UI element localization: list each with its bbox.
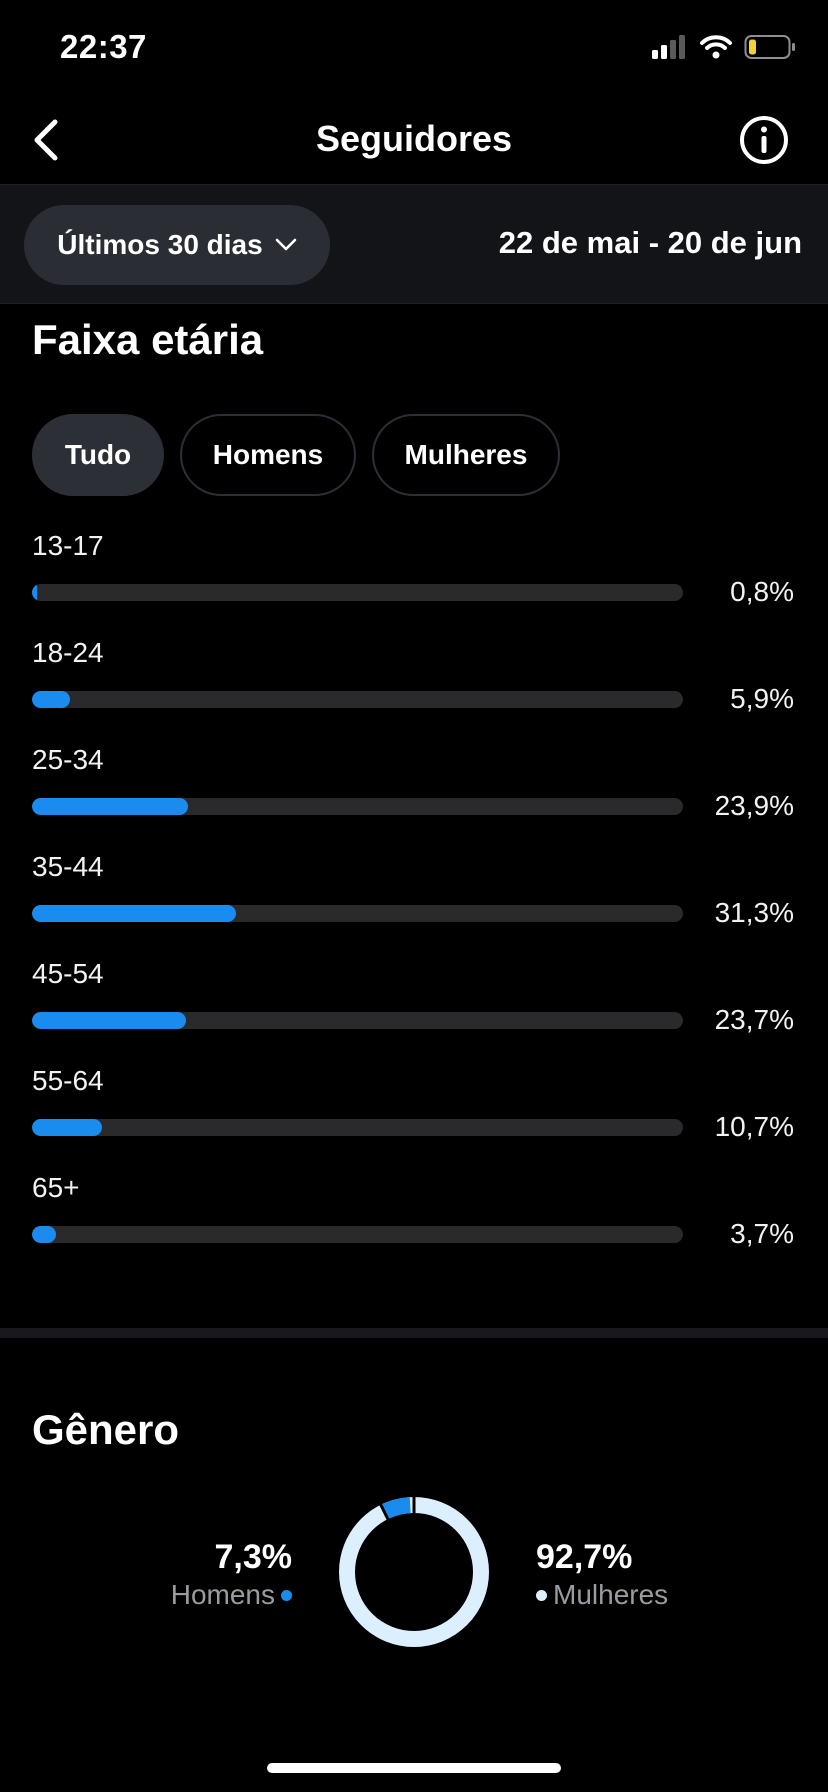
status-time: 22:37	[60, 28, 147, 65]
age-range-label: 13-17	[32, 530, 104, 561]
bar-track	[32, 1119, 683, 1136]
age-percentage: 0,8%	[730, 576, 794, 607]
age-row: 18-24 5,9%	[0, 637, 828, 744]
men-legend-dot	[281, 1589, 292, 1601]
donut-women-arc	[339, 1497, 489, 1647]
bar-track	[32, 584, 683, 601]
bar-fill	[32, 691, 71, 708]
back-chevron-icon	[34, 119, 58, 161]
age-range-label: 45-54	[32, 958, 104, 989]
period-label: Últimos 30 dias	[57, 229, 263, 260]
status-icons	[652, 34, 796, 60]
age-range-label: 55-64	[32, 1065, 104, 1096]
age-range-label: 35-44	[32, 851, 104, 882]
age-row: 65+ 3,7%	[0, 1172, 828, 1279]
age-range-label: 25-34	[32, 744, 104, 775]
age-row: 25-34 23,9%	[0, 744, 828, 851]
nav-header: Seguidores	[0, 96, 828, 184]
gender-chart: 7,3% Homens 92,7% Mulheres	[0, 1496, 828, 1656]
gender-section-title: Gênero	[32, 1406, 180, 1453]
men-percentage: 7,3%	[214, 1538, 293, 1576]
chip-women[interactable]: Mulheres	[372, 414, 560, 496]
chip-men[interactable]: Homens	[180, 414, 356, 496]
back-button[interactable]	[20, 114, 72, 166]
filter-bar: Últimos 30 dias 22 de mai - 20 de jun	[0, 184, 828, 304]
age-percentage: 31,3%	[714, 897, 794, 928]
info-icon[interactable]	[736, 112, 792, 168]
period-dropdown[interactable]: Últimos 30 dias	[24, 205, 330, 285]
wifi-icon	[700, 35, 732, 59]
age-percentage: 3,7%	[730, 1218, 794, 1249]
age-row: 13-17 0,8%	[0, 530, 828, 637]
bar-fill	[32, 905, 236, 922]
age-row: 35-44 31,3%	[0, 851, 828, 958]
gender-donut	[339, 1496, 489, 1647]
date-range: 22 de mai - 20 de jun	[498, 225, 802, 260]
age-percentage: 23,9%	[714, 790, 794, 821]
age-section-title: Faixa etária	[32, 316, 264, 363]
status-bar: 22:37	[0, 0, 828, 96]
age-filter-chips: Tudo Homens Mulheres	[32, 414, 560, 496]
bar-fill	[32, 798, 188, 815]
men-legend: Homens	[171, 1579, 292, 1611]
bar-fill	[32, 1012, 187, 1029]
age-range-label: 18-24	[32, 637, 104, 668]
women-label: Mulheres	[553, 1579, 669, 1610]
age-row: 55-64 10,7%	[0, 1065, 828, 1172]
chevron-down-icon	[275, 238, 297, 251]
bar-fill	[32, 1119, 102, 1136]
women-legend: Mulheres	[536, 1579, 668, 1611]
age-range-label: 65+	[32, 1172, 80, 1203]
gender-men: 7,3% Homens	[171, 1538, 292, 1611]
age-bar-list: 13-17 0,8% 18-24 5,9% 25-34 23,9% 35-44 …	[0, 530, 828, 1279]
home-indicator	[267, 1763, 561, 1773]
bar-track	[32, 905, 683, 922]
donut-separator	[379, 1503, 390, 1521]
women-legend-dot	[536, 1589, 547, 1601]
bar-fill	[32, 584, 38, 601]
women-percentage: 92,7%	[536, 1538, 633, 1576]
bar-fill	[32, 1226, 57, 1243]
page-title: Seguidores	[315, 118, 513, 159]
gender-women: 92,7% Mulheres	[536, 1538, 668, 1611]
chip-all[interactable]: Tudo	[32, 414, 164, 496]
age-percentage: 10,7%	[714, 1111, 794, 1142]
section-divider	[0, 1328, 828, 1338]
age-row: 45-54 23,7%	[0, 958, 828, 1065]
signal-icon	[652, 35, 685, 59]
age-percentage: 5,9%	[730, 683, 794, 714]
bar-track	[32, 1012, 683, 1029]
age-percentage: 23,7%	[714, 1004, 794, 1035]
bar-track	[32, 1226, 683, 1243]
bar-track	[32, 691, 683, 708]
battery-icon	[744, 35, 795, 59]
men-label: Homens	[170, 1579, 275, 1610]
bar-track	[32, 798, 683, 815]
